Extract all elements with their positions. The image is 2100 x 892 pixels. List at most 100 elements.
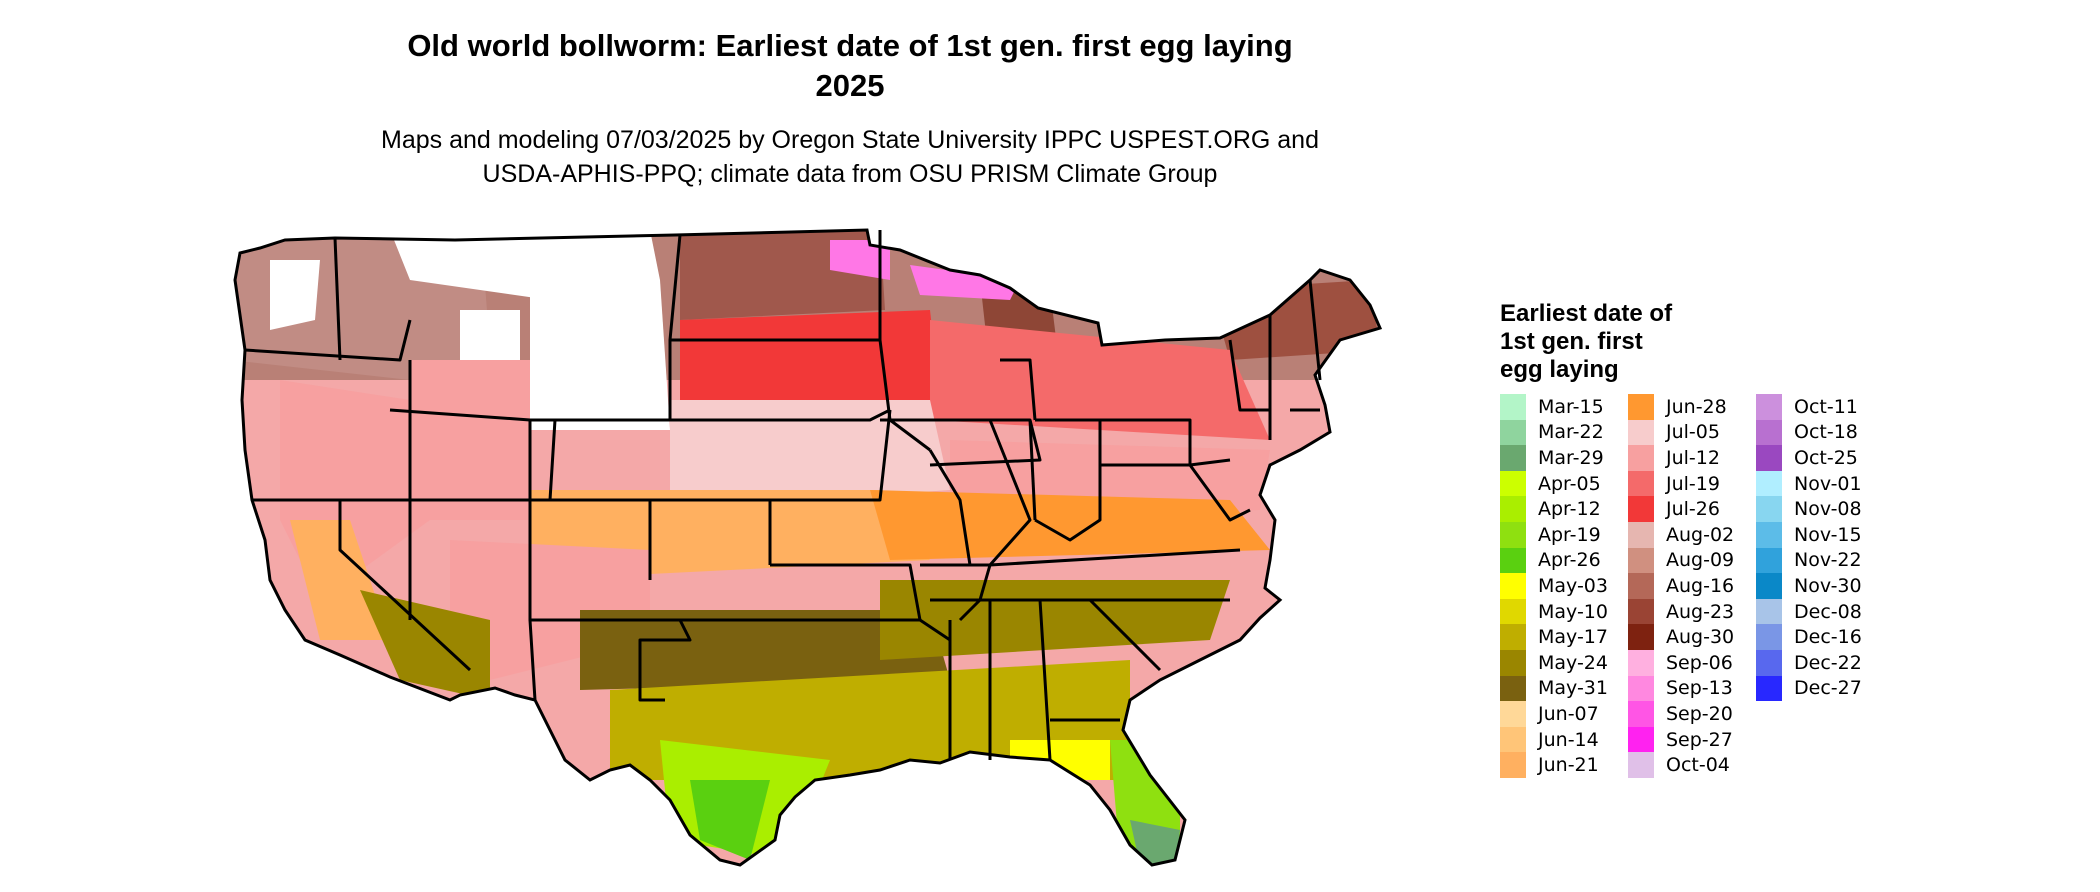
map-title-year: 2025 xyxy=(815,68,885,103)
legend-column: Jun-28 Jul-05 Jul-12 Jul-19 Jul-26 Aug-02 Aug-… xyxy=(1628,394,1756,778)
legend-swatch xyxy=(1628,649,1654,676)
legend-label: May-10 xyxy=(1538,600,1608,623)
legend-swatch xyxy=(1628,470,1654,497)
legend-item: Dec-16 xyxy=(1756,624,1884,650)
legend-item: Jul-05 xyxy=(1628,419,1756,446)
legend-swatch xyxy=(1628,675,1654,702)
legend-label: Aug-02 xyxy=(1666,523,1735,546)
legend-swatch xyxy=(1756,675,1782,702)
legend-swatch xyxy=(1500,598,1526,625)
legend-swatch xyxy=(1756,573,1782,599)
subtitle-line-1: Maps and modeling 07/03/2025 by Oregon S… xyxy=(381,126,1319,154)
legend-item: Dec-22 xyxy=(1756,649,1884,676)
legend-label: Sep-27 xyxy=(1666,728,1733,751)
legend-item: Aug-16 xyxy=(1628,573,1756,599)
legend-label: Oct-18 xyxy=(1794,421,1858,444)
legend-swatch xyxy=(1500,394,1526,420)
legend-label: Dec-08 xyxy=(1794,600,1862,623)
legend-swatch xyxy=(1628,419,1654,446)
legend-label: Jul-12 xyxy=(1666,446,1720,469)
legend-swatch xyxy=(1500,419,1526,446)
legend-swatch xyxy=(1756,496,1782,522)
legend-item: Sep-20 xyxy=(1628,701,1756,727)
legend-item: Apr-05 xyxy=(1500,470,1628,497)
legend-item: Dec-08 xyxy=(1756,598,1884,625)
country-outline xyxy=(233,228,1383,867)
legend-item: Aug-02 xyxy=(1628,521,1756,548)
legend-label: Oct-11 xyxy=(1794,395,1858,418)
legend-column: Mar-15 Mar-22 Mar-29 Apr-05 Apr-12 Apr-19 Apr-… xyxy=(1500,394,1628,778)
legend-swatch xyxy=(1500,573,1526,599)
legend-label: Oct-04 xyxy=(1666,754,1730,777)
legend-label: Apr-26 xyxy=(1538,549,1601,572)
legend-swatch xyxy=(1628,445,1654,471)
map-subtitle: Maps and modeling 07/03/2025 by Oregon S… xyxy=(300,123,1400,191)
legend-swatch xyxy=(1500,701,1526,727)
legend-item: Sep-06 xyxy=(1628,649,1756,676)
legend-item: May-31 xyxy=(1500,675,1628,702)
legend-swatch xyxy=(1628,726,1654,753)
legend-swatch xyxy=(1500,675,1526,702)
legend-swatch xyxy=(1756,521,1782,548)
legend-item: Jul-12 xyxy=(1628,445,1756,471)
legend-label: Jun-14 xyxy=(1538,728,1599,751)
state-borders xyxy=(244,230,1322,761)
legend-label: Nov-22 xyxy=(1794,549,1862,572)
legend-swatch xyxy=(1628,496,1654,522)
legend-item: May-03 xyxy=(1500,573,1628,599)
legend-label: Apr-05 xyxy=(1538,472,1601,495)
legend-label: Oct-25 xyxy=(1794,446,1858,469)
legend-item: Nov-08 xyxy=(1756,496,1884,522)
legend-swatch xyxy=(1500,649,1526,676)
legend-swatch xyxy=(1628,701,1654,727)
legend-item: Jun-21 xyxy=(1500,752,1628,778)
legend-swatch xyxy=(1628,624,1654,650)
legend-swatch xyxy=(1628,547,1654,574)
legend-label: Sep-13 xyxy=(1666,677,1733,700)
legend-item: May-24 xyxy=(1500,649,1628,676)
legend-label: Jun-07 xyxy=(1538,702,1599,725)
legend-label: Dec-22 xyxy=(1794,651,1862,674)
legend-label: Jun-21 xyxy=(1538,754,1599,777)
legend-item: May-10 xyxy=(1500,598,1628,625)
legend-swatch xyxy=(1628,521,1654,548)
legend-label: Jul-26 xyxy=(1666,498,1720,521)
legend-columns: Mar-15 Mar-22 Mar-29 Apr-05 Apr-12 Apr-19 Apr-… xyxy=(1500,394,1884,778)
map-title-main: Old world bollworm: Earliest date of 1st… xyxy=(407,28,1293,63)
legend-item: Oct-11 xyxy=(1756,394,1884,420)
legend-swatch xyxy=(1500,624,1526,650)
legend-label: Aug-23 xyxy=(1666,600,1735,623)
legend-swatch xyxy=(1500,547,1526,574)
legend-label: May-31 xyxy=(1538,677,1608,700)
legend-title: Earliest date of 1st gen. first egg layi… xyxy=(1500,300,1673,383)
legend-label: Apr-19 xyxy=(1538,523,1601,546)
legend-swatch xyxy=(1756,419,1782,446)
legend-label: Dec-27 xyxy=(1794,677,1862,700)
legend-label: Aug-16 xyxy=(1666,574,1735,597)
legend-item: Jul-19 xyxy=(1628,470,1756,497)
legend-swatch xyxy=(1756,445,1782,471)
legend-label: May-03 xyxy=(1538,574,1608,597)
legend-swatch xyxy=(1500,445,1526,471)
legend-swatch xyxy=(1500,496,1526,522)
legend-label: Jul-05 xyxy=(1666,421,1720,444)
legend-label: Mar-15 xyxy=(1538,395,1604,418)
legend-item: Apr-12 xyxy=(1500,496,1628,522)
legend-swatch xyxy=(1628,598,1654,625)
legend-swatch xyxy=(1756,394,1782,420)
legend-swatch xyxy=(1756,470,1782,497)
legend-swatch xyxy=(1756,547,1782,574)
legend-item: Oct-25 xyxy=(1756,445,1884,471)
legend-item: Aug-09 xyxy=(1628,547,1756,574)
legend-item: Mar-22 xyxy=(1500,419,1628,446)
legend-item: Mar-29 xyxy=(1500,445,1628,471)
legend-label: Nov-15 xyxy=(1794,523,1862,546)
legend-item: Aug-30 xyxy=(1628,624,1756,650)
legend-swatch xyxy=(1628,752,1654,778)
us-map xyxy=(233,228,1383,867)
legend-item: Apr-19 xyxy=(1500,521,1628,548)
map-title: Old world bollworm: Earliest date of 1st… xyxy=(300,26,1400,106)
legend: Earliest date of 1st gen. first egg layi… xyxy=(1500,300,1884,778)
legend-item: Mar-15 xyxy=(1500,394,1628,420)
legend-label: Sep-06 xyxy=(1666,651,1733,674)
